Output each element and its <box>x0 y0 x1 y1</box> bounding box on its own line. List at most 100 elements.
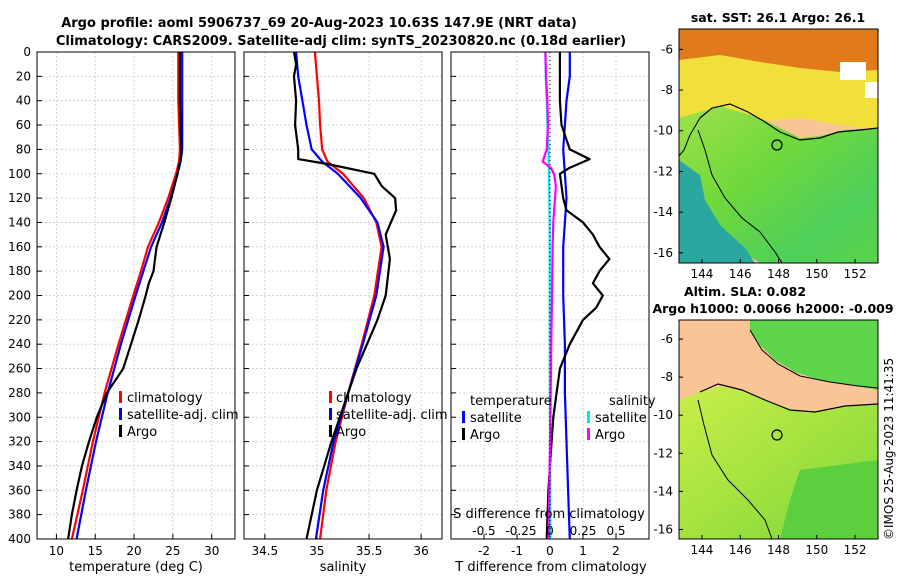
x-tick-label: -1 <box>511 544 523 558</box>
map-y-tick-label: -6 <box>661 332 673 346</box>
x-tick-label: -2 <box>478 544 490 558</box>
map-y-tick-label: -10 <box>653 124 673 138</box>
s-tick-label: 0.25 <box>570 524 597 538</box>
sla-coastline-reef <box>697 399 773 539</box>
y-tick-label: 80 <box>16 142 31 156</box>
x-tick-label: 15 <box>88 544 103 558</box>
difference-axes: -2 -1 0 1 2 T difference from climatology S di… <box>450 51 656 575</box>
axes-frame <box>36 51 236 540</box>
sst-map: sat. SST: 26.1 Argo: 26.1 144 146 148 150 15… <box>653 10 879 281</box>
map-x-tick-label: 146 <box>729 543 752 557</box>
map-x-tick-label: 146 <box>729 267 752 281</box>
legend-swatch <box>462 428 465 440</box>
sst-cloud-gap-2 <box>865 82 878 98</box>
sla-sea-green-north <box>750 320 878 390</box>
map-y-tick-label: -12 <box>653 446 673 460</box>
y-tick-label: 400 <box>8 532 31 546</box>
y-tick-label: 220 <box>8 313 31 327</box>
difference-xlabel: T difference from climatology <box>454 560 647 575</box>
x-tick-label: 34.5 <box>251 544 278 558</box>
map-y-tick-label: -12 <box>653 164 673 178</box>
sst-map-title: sat. SST: 26.1 Argo: 26.1 <box>691 10 865 25</box>
sst-coastline-png-south <box>679 117 701 157</box>
map-x-tick-label: 148 <box>767 543 790 557</box>
y-tick-label: 240 <box>8 337 31 351</box>
legend-label: satellite <box>470 411 522 426</box>
map-y-tick-label: -8 <box>661 370 673 384</box>
y-tick-label: 100 <box>8 167 31 181</box>
s-tick-label: -0.5 <box>472 524 495 538</box>
map-y-tick-label: -8 <box>661 83 673 97</box>
y-tick-label: 360 <box>8 483 31 497</box>
sla-map: Altim. SLA: 0.082 Argo h1000: 0.0066 h20… <box>652 284 893 557</box>
legend-swatch <box>329 425 332 437</box>
legend-label: climatology <box>336 391 412 406</box>
map-x-tick-label: 152 <box>844 543 867 557</box>
sla-coastline-png-north <box>749 329 878 389</box>
legend-swatch <box>329 391 332 403</box>
y-tick-label: 300 <box>8 410 31 424</box>
sst-argo-marker <box>771 139 783 151</box>
y-tick-label: 280 <box>8 386 31 400</box>
map-x-tick-label: 152 <box>844 267 867 281</box>
sst-cloud-gap-1 <box>840 62 866 80</box>
legend-right-title: salinity <box>609 394 656 409</box>
map-x-tick-label: 150 <box>805 543 828 557</box>
legend-label: satellite-adj. clim <box>127 408 239 423</box>
y-tick-label: 20 <box>16 69 31 83</box>
map-y-tick-label: -6 <box>661 42 673 56</box>
imos-timestamp: ©IMOS 25-Aug-2023 11:41:35 <box>882 358 896 540</box>
series-line-t-argo <box>545 52 611 539</box>
x-tick-label: 10 <box>49 544 64 558</box>
sla-map-title-1: Altim. SLA: 0.082 <box>684 284 806 299</box>
legend-swatch <box>587 428 590 440</box>
x-tick-label: 0 <box>546 544 554 558</box>
y-tick-label: 160 <box>8 240 31 254</box>
legend-label: Argo <box>127 425 157 440</box>
map-y-tick-label: -16 <box>653 246 673 260</box>
map-y-tick-label: -16 <box>653 522 673 536</box>
legend-label: Argo <box>595 428 625 443</box>
series-group <box>541 52 611 539</box>
series-line-t-satellite <box>562 52 571 539</box>
y-tick-label: 140 <box>8 215 31 229</box>
axes-frame <box>243 51 443 540</box>
map-x-tick-label: 144 <box>691 543 714 557</box>
sst-map-ticks: 144 146 148 150 152 -6 -8 -10 -12 -14 -16 <box>653 42 866 281</box>
y-tick-label: 260 <box>8 362 31 376</box>
salinity-axes: 34.5 35 35.5 36 salinity climatology satellite… <box>243 51 448 575</box>
legend-label: satellite-adj. clim <box>336 408 448 423</box>
sst-sea-teal-southwest <box>679 160 755 263</box>
series-group <box>67 52 184 539</box>
sst-coastline-reef <box>697 129 783 263</box>
x-tick-label: 1 <box>579 544 587 558</box>
series-line-s-argo <box>541 52 558 539</box>
y-tick-label: 200 <box>8 289 31 303</box>
map-x-tick-label: 148 <box>767 267 790 281</box>
x-tick-label: 20 <box>126 544 141 558</box>
map-y-tick-label: -14 <box>653 205 673 219</box>
y-tick-label: 40 <box>16 94 31 108</box>
s-tick-label: -0.25 <box>505 524 536 538</box>
legend-swatch <box>329 408 332 420</box>
s-tick-label: 0.5 <box>606 524 625 538</box>
x-tick-label: 35 <box>309 544 324 558</box>
title-line-1: Argo profile: aoml 5906737_69 20-Aug-202… <box>61 16 577 31</box>
map-y-tick-label: -14 <box>653 484 673 498</box>
series-line-argo <box>67 52 183 539</box>
map-x-tick-label: 144 <box>691 267 714 281</box>
sla-sea-green-east <box>780 460 878 539</box>
legend-swatch <box>119 391 122 403</box>
map-x-tick-label: 150 <box>805 267 828 281</box>
x-tick-label: 35.5 <box>356 544 383 558</box>
y-tick-label: 60 <box>16 118 31 132</box>
difference-xlabel-top: S difference from climatology <box>453 507 645 522</box>
s-tick-label: 0 <box>546 524 554 538</box>
sla-map-title-2: Argo h1000: 0.0066 h2000: -0.009 <box>652 301 893 316</box>
series-line-argo <box>292 52 398 539</box>
temperature-axes: 10 15 20 25 30020406080100120140160180200220… <box>8 45 239 575</box>
x-tick-label: 30 <box>204 544 219 558</box>
title-line-2: Climatology: CARS2009. Satellite-adj cli… <box>56 34 626 49</box>
y-tick-label: 180 <box>8 264 31 278</box>
